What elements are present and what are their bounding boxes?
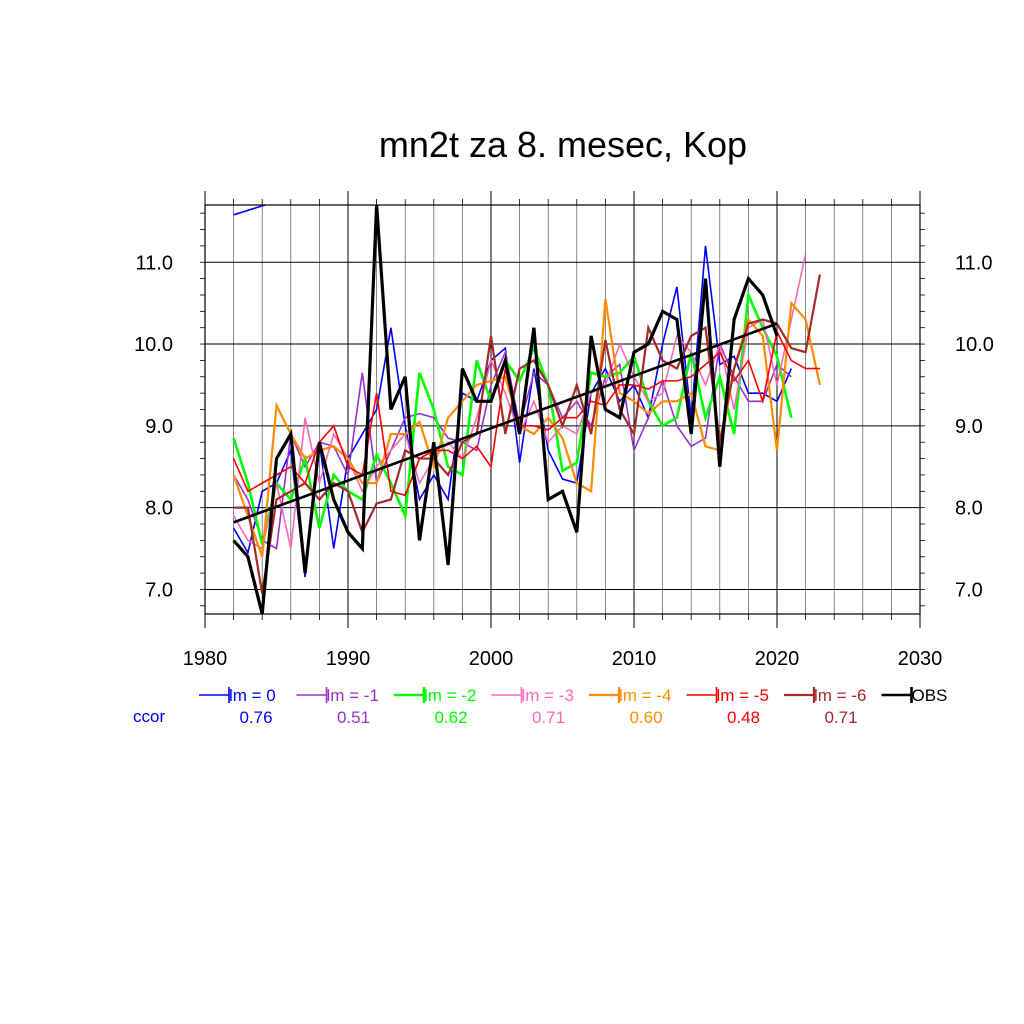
ytick-label-left: 8.0 [145,498,173,520]
xtick-label: 1990 [326,648,371,670]
legend-label: lm = -1 [327,686,379,705]
ytick-label-right: 10.0 [955,334,994,356]
grid [205,205,920,614]
legend-label: lm = -2 [424,686,476,705]
ytick-label-left: 7.0 [145,579,173,601]
xtick-label: 2010 [612,648,657,670]
ytick-label-left: 9.0 [145,416,173,438]
ytick-label-right: 7.0 [955,579,983,601]
axis-ticks [200,191,925,628]
legend-label: lm = -4 [619,686,671,705]
legend-label: lm = -5 [717,686,769,705]
legend-label: OBS [912,686,948,705]
legend-label: lm = 0 [229,686,276,705]
series-line-extra-segment [233,204,266,216]
ytick-label-left: 10.0 [134,334,173,356]
xtick-label: 2030 [898,648,943,670]
series-layer [232,204,821,615]
ccor-value: 0.71 [824,708,857,727]
ccor-value: 0.71 [532,708,565,727]
legend: lm = 0 0.76 lm = -1 0.51 lm = -2 0.62 lm = -3 0… [199,686,947,727]
ytick-label-right: 9.0 [955,416,983,438]
plot-frame [204,204,921,615]
ccor-value: 0.48 [727,708,760,727]
series-line-lm-5 [232,329,820,497]
series-line-obs [232,204,779,615]
ytick-label-right: 8.0 [955,498,983,520]
ccor-value: 0.76 [239,708,272,727]
xtick-label: 2000 [469,648,514,670]
ccor-value: 0.51 [337,708,370,727]
xtick-label: 2020 [755,648,800,670]
series-line-lm-2 [232,289,793,545]
legend-label: lm = -6 [814,686,866,705]
series-line-lm-6 [233,274,821,594]
ytick-label-right: 11.0 [955,252,992,274]
ccor-value: 0.60 [629,708,662,727]
trend-line [233,322,778,524]
xtick-label: 1980 [183,648,228,670]
legend-label: lm = -3 [522,686,574,705]
chart-title: mn2t za 8. mesec, Kop [379,124,747,165]
ytick-label-left: 11.0 [136,252,173,274]
tick-labels: 1980 1990 2000 2010 2020 2030 7.0 7.0 8.0 8.0 9.0 9… [134,252,994,670]
ccor-label: ccor [133,707,165,726]
ccor-value: 0.62 [434,708,467,727]
